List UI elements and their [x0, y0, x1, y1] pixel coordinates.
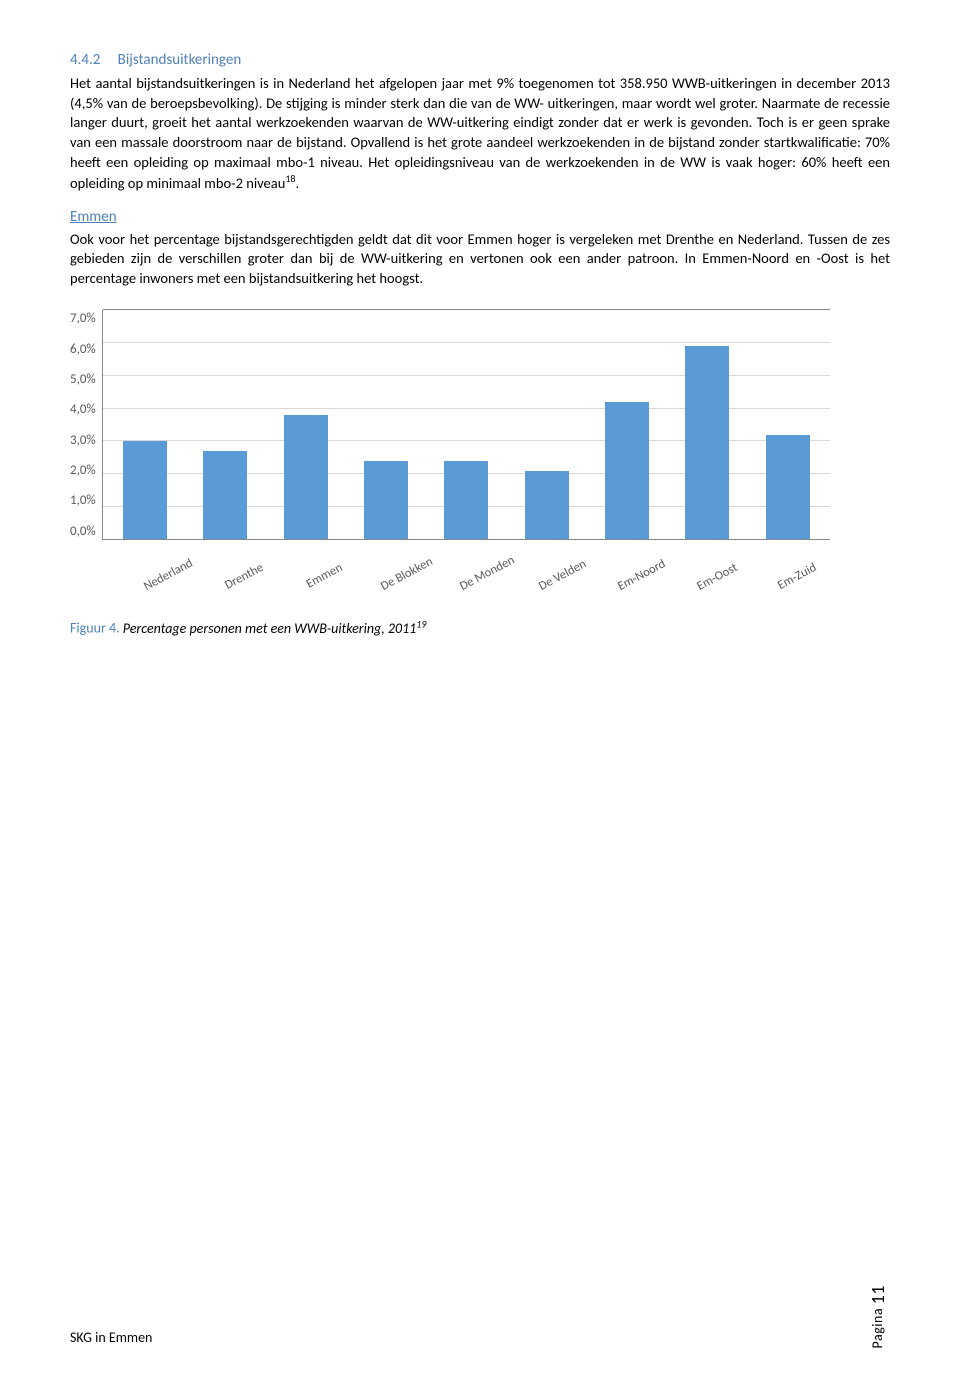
section-title: Bijstandsuitkeringen: [118, 51, 242, 69]
section-heading: 4.4.2 Bijstandsuitkeringen: [70, 50, 890, 70]
xtick-label: Nederland: [141, 560, 188, 596]
ytick-label: 6,0%: [70, 341, 96, 359]
chart-bar: [364, 461, 408, 540]
page-footer: SKG in Emmen Pagina 11: [70, 1285, 890, 1348]
paragraph-1-tail: .: [295, 174, 299, 192]
footnote-ref-18: 18: [285, 172, 295, 185]
xtick-label: De Blokken: [378, 560, 425, 596]
chart-bar: [605, 402, 649, 539]
xtick-label: Drenthe: [220, 560, 267, 596]
ytick-label: 3,0%: [70, 432, 96, 450]
caption-body: Percentage personen met een WWB-uitkerin…: [123, 620, 427, 637]
ytick-label: 2,0%: [70, 462, 96, 480]
xtick-label: De Velden: [536, 560, 583, 596]
ytick-label: 1,0%: [70, 492, 96, 510]
chart-x-labels: NederlandDrentheEmmenDe BlokkenDe Monden…: [118, 546, 830, 563]
page-num: 11: [867, 1285, 889, 1304]
xtick-label: Em-Oost: [694, 560, 741, 596]
paragraph-2: Ook voor het percentage bijstandsgerecht…: [70, 230, 890, 289]
page-number: Pagina 11: [866, 1285, 890, 1348]
caption-lead: Figuur 4.: [70, 620, 120, 637]
subheading-emmen: Emmen: [70, 207, 890, 227]
paragraph-1: Het aantal bijstandsuitkeringen is in Ne…: [70, 74, 890, 193]
chart-plot-area: 7,0% 6,0% 5,0% 4,0% 3,0% 2,0% 1,0% 0,0%: [70, 310, 830, 540]
chart-x-axis: NederlandDrentheEmmenDe BlokkenDe Monden…: [118, 540, 830, 563]
bar-chart: 7,0% 6,0% 5,0% 4,0% 3,0% 2,0% 1,0% 0,0% …: [70, 310, 830, 563]
footer-left: SKG in Emmen: [70, 1329, 152, 1348]
ytick-label: 4,0%: [70, 401, 96, 419]
chart-plot: [102, 310, 830, 540]
section-number: 4.4.2: [70, 51, 100, 69]
chart-bar: [444, 461, 488, 540]
chart-bar: [203, 451, 247, 539]
xtick-label: Em-Noord: [615, 560, 662, 596]
chart-bar: [123, 441, 167, 539]
xtick-label: Emmen: [299, 560, 346, 596]
footnote-ref-19: 19: [416, 617, 426, 630]
page-label: Pagina: [869, 1307, 886, 1348]
chart-bar: [284, 415, 328, 539]
chart-bar: [525, 471, 569, 540]
chart-bars: [103, 310, 830, 539]
chart-y-axis: 7,0% 6,0% 5,0% 4,0% 3,0% 2,0% 1,0% 0,0%: [70, 310, 102, 540]
chart-bar: [685, 346, 729, 539]
figure-caption: Figuur 4. Percentage personen met een WW…: [70, 617, 890, 639]
paragraph-1-text: Het aantal bijstandsuitkeringen is in Ne…: [70, 74, 890, 192]
ytick-label: 7,0%: [70, 310, 96, 328]
ytick-label: 0,0%: [70, 523, 96, 541]
chart-bar: [766, 435, 810, 540]
ytick-label: 5,0%: [70, 371, 96, 389]
caption-text: Percentage personen met een WWB-uitkerin…: [123, 620, 416, 637]
xtick-label: Em-Zuid: [774, 560, 821, 596]
xtick-label: De Monden: [457, 560, 504, 596]
